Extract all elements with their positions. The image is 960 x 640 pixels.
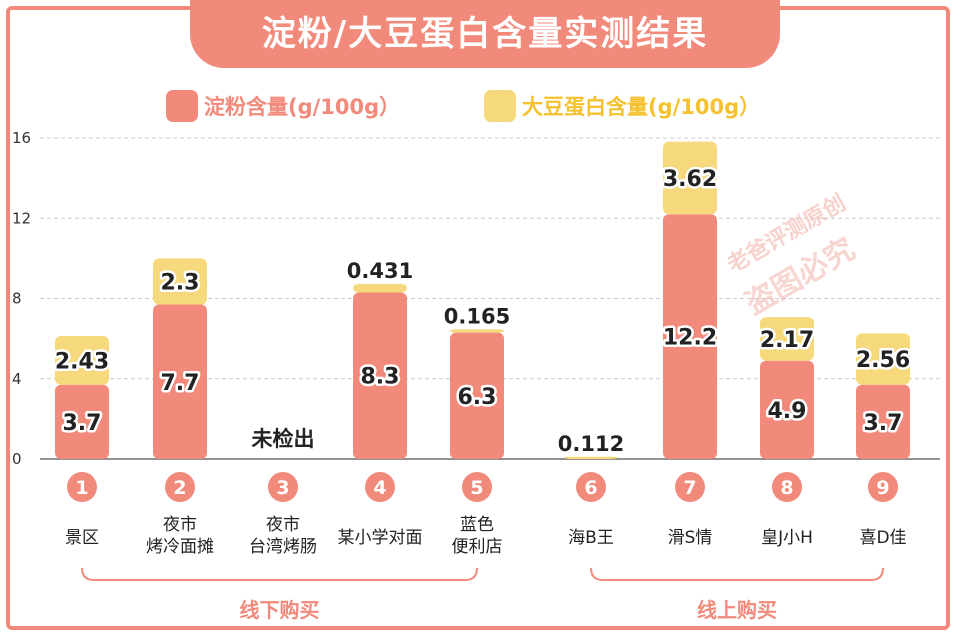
category-label: 蓝色 (460, 515, 494, 535)
category-number-badge (675, 472, 705, 502)
y-tick-label: 4 (12, 370, 22, 388)
legend-starch-swatch (166, 90, 198, 122)
category-label: 便利店 (452, 537, 503, 557)
bar-protein (663, 141, 717, 215)
bar-starch-label: 8.3 (361, 365, 400, 390)
legend-protein: 大豆蛋白含量(g/100g） (484, 90, 760, 122)
legend-starch: 淀粉含量(g/100g） (166, 90, 400, 122)
category-number: 9 (876, 477, 889, 499)
category-number: 3 (276, 477, 289, 499)
bar-starch-label: 3.7 (864, 411, 903, 436)
category-number-badge (576, 472, 606, 502)
legend-starch-label: 淀粉含量(g/100g） (204, 95, 401, 119)
bar-protein-label: 2.17 (760, 328, 814, 353)
category-number-badge (365, 472, 395, 502)
y-tick-label: 0 (12, 450, 22, 468)
category-number: 4 (373, 477, 386, 499)
bar-protein (55, 336, 109, 385)
bar-starch (153, 304, 207, 459)
legend-protein-swatch (484, 90, 516, 122)
category-label: 景区 (65, 528, 99, 548)
bar-starch (450, 332, 504, 459)
bar-starch (760, 360, 814, 459)
group-label: 线下购买 (240, 598, 320, 622)
bar-starch-label: 6.3 (458, 385, 497, 410)
bar-protein-label: 0.431 (347, 259, 413, 283)
category-number: 2 (173, 477, 186, 499)
category-label: 烤冷面摊 (146, 537, 214, 557)
bar-protein (760, 317, 814, 361)
bar-protein (353, 283, 407, 293)
group-label: 线上购买 (697, 598, 777, 622)
category-number-badge (772, 472, 802, 502)
category-number-badge (67, 472, 97, 502)
y-tick-label: 8 (12, 290, 22, 308)
y-tick-label: 12 (12, 209, 31, 227)
bar-protein-label: 2.56 (856, 348, 910, 373)
category-number: 6 (584, 477, 597, 499)
bar-starch-label: 3.7 (63, 411, 102, 436)
category-label: 夜市 (266, 515, 300, 535)
bar-starch (55, 384, 109, 459)
bar-starch (856, 384, 910, 459)
category-number-badge (268, 472, 298, 502)
category-label: 皇J小H (761, 528, 813, 548)
category-number: 1 (75, 477, 88, 499)
bar-protein-label: 2.43 (55, 349, 109, 374)
group-bracket (590, 567, 884, 581)
bar-starch (353, 292, 407, 459)
category-label: 台湾烤肠 (249, 537, 317, 557)
bar-protein (153, 258, 207, 305)
bar-protein-label: 2.3 (161, 270, 200, 295)
category-label: 夜市 (163, 515, 197, 535)
category-number-badge (165, 472, 195, 502)
category-number: 8 (780, 477, 793, 499)
bar-starch-label: 12.2 (663, 326, 717, 351)
not-detected-label: 未检出 (252, 427, 315, 451)
bar-protein-label: 3.62 (663, 167, 717, 192)
bar-starch-label: 7.7 (161, 371, 200, 396)
bar-protein (564, 456, 618, 459)
chart-title: 淀粉/大豆蛋白含量实测结果 (190, 0, 780, 68)
category-number-badge (462, 472, 492, 502)
category-label: 某小学对面 (338, 528, 423, 548)
category-number: 5 (470, 477, 483, 499)
bar-protein (856, 333, 910, 385)
category-label: 海B王 (568, 528, 614, 548)
bar-protein (450, 329, 504, 333)
group-bracket (81, 567, 478, 581)
category-label: 滑S情 (668, 528, 713, 548)
legend-protein-label: 大豆蛋白含量(g/100g） (522, 95, 761, 119)
category-number: 7 (683, 477, 696, 499)
bar-protein-label: 0.112 (558, 432, 624, 456)
bar-starch (663, 214, 717, 459)
bar-protein-label: 0.165 (444, 304, 510, 328)
category-number-badge (868, 472, 898, 502)
bar-starch-label: 4.9 (768, 399, 807, 424)
category-label: 喜D佳 (859, 528, 906, 548)
y-tick-label: 16 (12, 129, 31, 147)
